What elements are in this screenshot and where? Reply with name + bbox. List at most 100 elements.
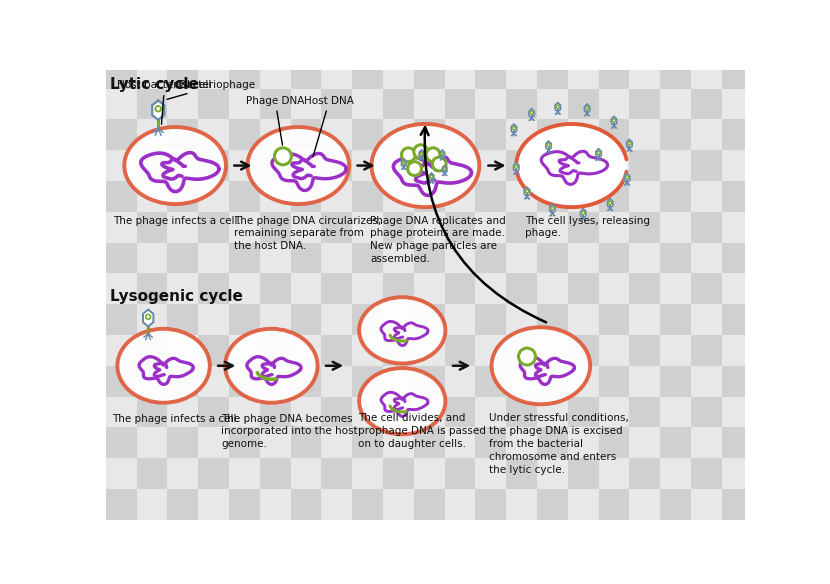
Bar [629, 304, 660, 335]
Bar [260, 489, 290, 520]
Bar [106, 89, 137, 119]
Bar [106, 27, 137, 58]
Bar [290, 335, 321, 366]
Ellipse shape [516, 124, 627, 207]
Circle shape [556, 105, 559, 108]
Bar [445, 335, 476, 366]
Bar [753, 242, 784, 273]
Bar [137, 366, 168, 397]
Bar [629, 181, 660, 212]
Bar [137, 58, 168, 89]
Bar [598, 27, 629, 58]
Bar [352, 335, 383, 366]
Circle shape [512, 127, 515, 130]
Bar [537, 304, 568, 335]
Ellipse shape [247, 127, 349, 204]
Circle shape [530, 111, 533, 114]
Polygon shape [596, 149, 602, 158]
Bar [691, 242, 722, 273]
Bar [198, 58, 229, 89]
Bar [629, 397, 660, 427]
Bar [568, 150, 598, 181]
Bar [383, 458, 414, 489]
Circle shape [426, 148, 440, 162]
Bar [168, 27, 198, 58]
Polygon shape [627, 140, 632, 148]
Bar [321, 119, 352, 150]
Circle shape [525, 190, 529, 193]
Bar [229, 335, 260, 366]
Circle shape [402, 148, 415, 162]
Polygon shape [152, 100, 164, 120]
Bar [476, 427, 506, 458]
Bar [383, 397, 414, 427]
Bar [691, 335, 722, 366]
Bar [290, 366, 321, 397]
Bar [506, 458, 537, 489]
Bar [352, 27, 383, 58]
Bar [168, 366, 198, 397]
Bar [506, 89, 537, 119]
Polygon shape [584, 105, 590, 113]
Text: The phage DNA circularizes,
remaining separate from
the host DNA.: The phage DNA circularizes, remaining se… [234, 215, 382, 251]
Bar [445, 427, 476, 458]
Bar [352, 458, 383, 489]
Bar [722, 458, 753, 489]
Bar [691, 58, 722, 89]
Bar [506, 212, 537, 242]
Bar [168, 489, 198, 520]
Bar [321, 27, 352, 58]
Bar [753, 58, 784, 89]
Bar [568, 304, 598, 335]
Bar [598, 489, 629, 520]
Text: Host DNA: Host DNA [305, 96, 354, 157]
Bar [352, 119, 383, 150]
Bar [198, 458, 229, 489]
Bar [537, 427, 568, 458]
Polygon shape [555, 103, 560, 112]
Bar [722, 181, 753, 212]
Bar [414, 273, 445, 304]
Bar [476, 212, 506, 242]
Bar [198, 150, 229, 181]
Bar [383, 427, 414, 458]
Bar [568, 458, 598, 489]
Bar [229, 458, 260, 489]
Bar [106, 427, 137, 458]
Bar [290, 304, 321, 335]
Bar [168, 212, 198, 242]
Bar [260, 304, 290, 335]
Bar [722, 489, 753, 520]
Bar [106, 304, 137, 335]
Bar [321, 366, 352, 397]
Bar [476, 181, 506, 212]
Bar [229, 150, 260, 181]
Bar [414, 427, 445, 458]
Ellipse shape [359, 368, 446, 434]
Bar [352, 89, 383, 119]
Polygon shape [529, 109, 535, 118]
Bar [753, 119, 784, 150]
Polygon shape [143, 310, 154, 326]
Bar [506, 242, 537, 273]
Bar [722, 58, 753, 89]
Bar [229, 27, 260, 58]
Ellipse shape [491, 327, 590, 404]
Bar [506, 27, 537, 58]
Bar [753, 427, 784, 458]
Bar [383, 212, 414, 242]
Circle shape [597, 151, 600, 154]
Bar [352, 58, 383, 89]
Bar [506, 366, 537, 397]
Bar [414, 58, 445, 89]
Bar [722, 335, 753, 366]
Bar [229, 366, 260, 397]
Bar [383, 273, 414, 304]
Polygon shape [429, 173, 434, 181]
Bar [691, 489, 722, 520]
Bar [168, 273, 198, 304]
Bar [198, 366, 229, 397]
Bar [290, 150, 321, 181]
Circle shape [420, 152, 422, 155]
Bar [568, 119, 598, 150]
